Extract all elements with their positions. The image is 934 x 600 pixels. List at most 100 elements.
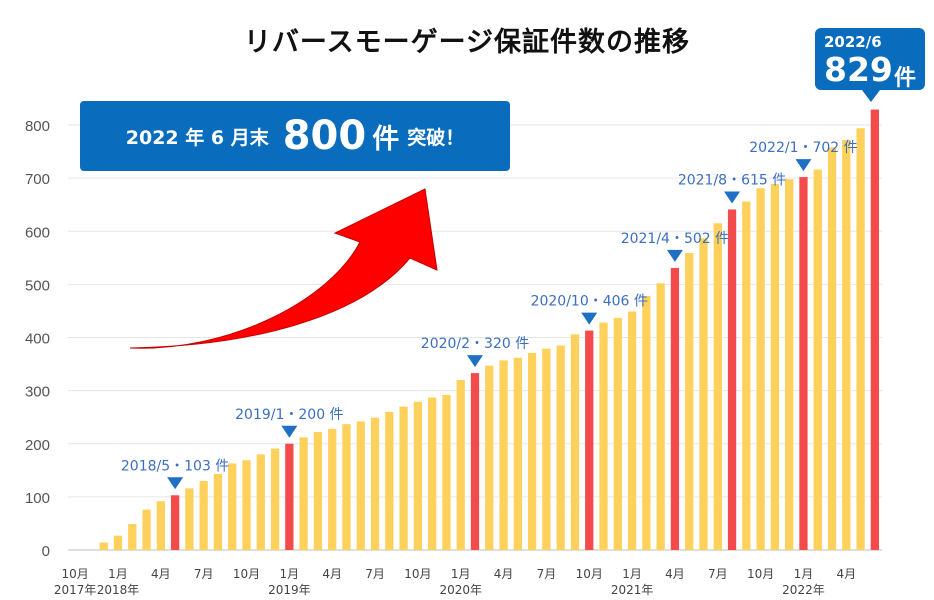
x-tick-month: 4月 xyxy=(836,567,856,581)
y-tick-label: 500 xyxy=(25,277,50,294)
annotation-label: 2021/8・615 件 xyxy=(678,172,786,188)
bar xyxy=(385,411,394,550)
x-tick-month: 1月 xyxy=(108,567,128,581)
annotations: 2018/5・103 件 2019/1・200 件 2020/2・320 件 2020… xyxy=(121,140,858,490)
bar xyxy=(613,317,622,550)
annotation-label: 2020/10・406 件 xyxy=(531,294,648,310)
bar xyxy=(570,334,580,550)
bar xyxy=(128,523,137,550)
annotation-label: 2022/1・702 件 xyxy=(749,140,857,156)
bar xyxy=(442,394,451,550)
marker-triangle-icon xyxy=(581,312,598,325)
banner-prefix: 2022 年 6 月末 xyxy=(125,126,269,149)
bar-highlight xyxy=(727,209,737,550)
x-tick-month: 4月 xyxy=(665,567,685,581)
bar xyxy=(356,421,365,550)
x-tick-month: 1月 xyxy=(280,567,300,581)
banner-unit: 件 xyxy=(372,123,400,155)
bar xyxy=(313,432,323,550)
x-tick-month: 10月 xyxy=(61,567,88,581)
y-tick-label: 700 xyxy=(25,171,50,188)
x-tick-month: 10月 xyxy=(404,567,431,581)
red-arrow-icon xyxy=(129,188,438,349)
bar xyxy=(428,397,437,550)
bar xyxy=(513,357,522,550)
bar xyxy=(342,424,351,550)
y-tick-label: 100 xyxy=(25,490,50,507)
x-tick-year: 2020年 xyxy=(439,583,482,597)
x-axis: 10月 2017年 1月 2018年 4月 7月 10月 1月 2019年 4月 7月 10月 1月 20… xyxy=(54,567,856,597)
x-tick-month: 7月 xyxy=(537,567,557,581)
bar xyxy=(842,139,851,550)
bar xyxy=(242,460,251,550)
bar xyxy=(699,238,708,550)
callout-value: 829 xyxy=(824,50,893,89)
bar-highlight xyxy=(670,267,680,550)
marker-triangle-icon xyxy=(467,355,483,368)
bar xyxy=(527,352,537,550)
bar xyxy=(156,501,165,550)
bar xyxy=(542,348,551,550)
x-tick-month: 7月 xyxy=(194,567,214,581)
annotation-label: 2020/2・320 件 xyxy=(421,336,529,352)
bar xyxy=(499,360,508,550)
bar xyxy=(599,322,608,550)
bar xyxy=(685,253,694,550)
x-tick-month: 1月 xyxy=(794,567,814,581)
bar-highlight xyxy=(799,177,808,550)
bar xyxy=(742,201,751,550)
bars xyxy=(99,109,880,550)
bar xyxy=(370,417,380,550)
bar xyxy=(456,380,465,550)
y-tick-label: 400 xyxy=(25,331,50,348)
bar xyxy=(642,296,651,550)
x-tick-month: 1月 xyxy=(622,567,642,581)
bar xyxy=(270,448,280,550)
y-tick-label: 0 xyxy=(42,543,50,560)
bar-highlight xyxy=(170,495,180,550)
bar xyxy=(556,345,565,550)
bar xyxy=(228,463,237,550)
bar xyxy=(199,480,208,550)
bar xyxy=(827,147,837,550)
bar xyxy=(785,179,794,550)
banner-suffix: 突破！ xyxy=(407,126,465,149)
x-tick-year: 2017年 xyxy=(54,583,97,597)
bar xyxy=(713,223,722,550)
bar xyxy=(142,509,151,550)
annotation-label: 2018/5・103 件 xyxy=(121,458,229,474)
callout-unit: 件 xyxy=(894,66,917,91)
marker-triangle-icon xyxy=(167,477,184,490)
bar xyxy=(656,283,665,550)
y-axis: 0 100 200 300 400 500 600 700 800 xyxy=(25,118,50,560)
annotation-label: 2019/1・200 件 xyxy=(235,407,343,423)
x-tick-year: 2019年 xyxy=(268,583,311,597)
bar xyxy=(627,311,637,550)
bar xyxy=(256,454,265,550)
bar xyxy=(299,437,308,550)
bar xyxy=(756,188,765,550)
bar xyxy=(185,488,194,550)
bar xyxy=(113,535,123,550)
bar-highlight xyxy=(285,443,294,550)
bar xyxy=(399,406,408,550)
bar xyxy=(99,542,108,550)
y-tick-label: 800 xyxy=(25,118,50,135)
y-tick-label: 600 xyxy=(25,224,50,241)
bar xyxy=(213,474,223,550)
chart-title: リバースモーゲージ保証件数の推移 xyxy=(243,27,691,58)
bar xyxy=(856,128,865,550)
annotation-label: 2021/4・502 件 xyxy=(621,231,729,247)
marker-triangle-icon xyxy=(795,159,812,172)
x-tick-month: 4月 xyxy=(494,567,514,581)
x-tick-month: 1月 xyxy=(451,567,471,581)
x-tick-month: 4月 xyxy=(322,567,342,581)
bar xyxy=(328,428,337,550)
bar-highlight xyxy=(585,330,594,550)
callout-date: 2022/6 xyxy=(824,33,882,51)
bar xyxy=(813,169,822,550)
x-tick-month: 10月 xyxy=(576,567,603,581)
marker-triangle-icon xyxy=(724,191,741,204)
marker-triangle-icon xyxy=(281,425,298,438)
